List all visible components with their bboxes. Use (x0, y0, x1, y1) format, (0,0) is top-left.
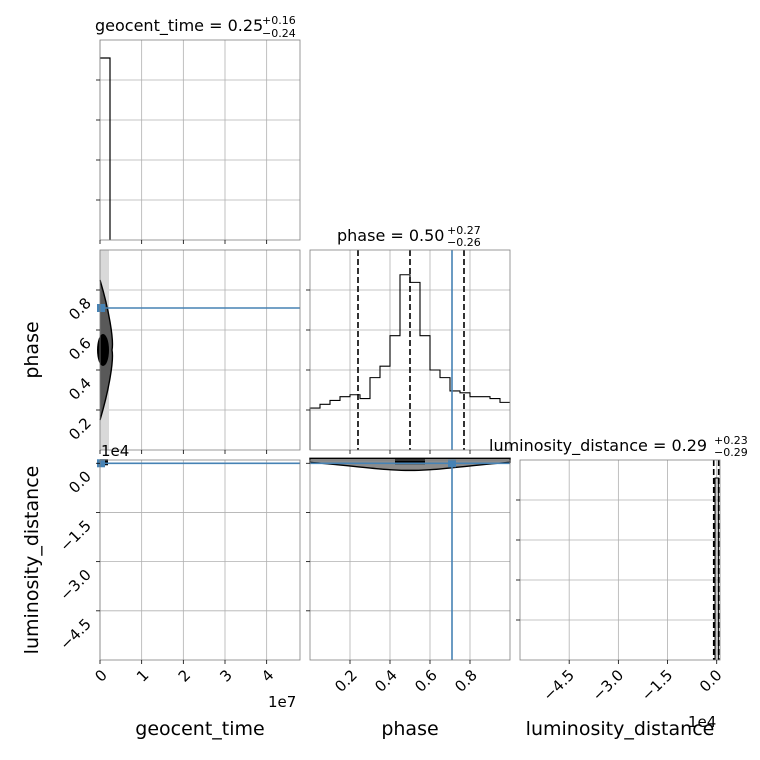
gl-xticklabel-1: 1 (133, 666, 152, 685)
gl-xticklabel-0: 0 (91, 666, 110, 685)
title-luminosity-distance-main: luminosity_distance = 0.29 (489, 436, 707, 456)
gl-frame (99, 459, 301, 661)
gp-truth-marker (97, 304, 105, 312)
gp-grid (99, 250, 300, 450)
gl-yticklabel-0: 0.0 (65, 467, 95, 497)
gl-yticklabel-3: −4.5 (56, 615, 94, 653)
ylabel-phase: phase (21, 321, 43, 378)
gp-density-core (97, 334, 109, 366)
title-luminosity-distance-sub: −0.29 (714, 446, 748, 459)
gl-xticklabel-2: 2 (175, 666, 194, 685)
geocent-offset-text: 1e7 (268, 693, 296, 711)
lum-hist-frame (519, 459, 721, 661)
gl-xticklabel-3: 3 (216, 666, 235, 685)
gl-xticklabel-4: 4 (258, 666, 277, 685)
geocent-hist-grid (99, 40, 300, 240)
gp-yticklabel-0: 0.2 (65, 414, 95, 444)
gp-yticklabel-3: 0.8 (65, 294, 95, 324)
lum-xticklabel-1: −3.0 (589, 666, 627, 704)
grid-layer (99, 40, 720, 660)
xlabel-geocent-time: geocent_time (135, 718, 264, 740)
data-layer (97, 57, 720, 660)
gl-grid (99, 460, 300, 660)
lum-hist-grid (520, 460, 720, 660)
title-phase-sub: −0.26 (447, 236, 481, 249)
title-luminosity-distance: luminosity_distance = 0.29 +0.23 −0.29 (489, 434, 748, 459)
title-phase-main: phase = 0.50 (337, 226, 444, 245)
phase-hist-step (309, 274, 510, 450)
title-phase-sup: +0.27 (447, 224, 481, 237)
pl-xticklabel-0: 0.2 (331, 666, 361, 696)
pl-grid (310, 460, 510, 660)
lum-xticklabel-0: −4.5 (540, 666, 578, 704)
title-geocent-time-sub: −0.24 (262, 27, 296, 40)
title-luminosity-distance-sup: +0.23 (714, 434, 748, 447)
geocent-hist-bar (100, 57, 111, 240)
ylabel-luminosity-distance: luminosity_distance (21, 466, 43, 655)
xlum-offset-text: 1e4 (688, 713, 716, 731)
lum-xticklabel-2: −1.5 (638, 666, 676, 704)
pl-density-core (395, 458, 425, 465)
pl-truth-marker (448, 459, 456, 468)
xlabel-phase: phase (381, 718, 438, 740)
gp-yticklabel-1: 0.4 (65, 374, 95, 404)
gp-frame (99, 249, 301, 451)
title-phase: phase = 0.50 +0.27 −0.26 (337, 224, 481, 249)
phase-hist-frame (309, 249, 511, 451)
lum-xticklabel-3: 0.0 (696, 666, 726, 696)
pl-xticklabel-3: 0.8 (451, 666, 481, 696)
pl-xticklabel-2: 0.6 (411, 666, 441, 696)
title-geocent-time-main: geocent_time = 0.25 (95, 16, 263, 36)
frame-layer (99, 39, 721, 661)
title-geocent-time: geocent_time = 0.25 +0.16 −0.24 (95, 14, 296, 40)
title-geocent-time-sup: +0.16 (262, 14, 296, 27)
gl-truth-marker (97, 459, 105, 468)
ylum-offset-text: 1e4 (101, 442, 129, 460)
gl-yticklabel-1: −1.5 (56, 517, 94, 555)
gl-yticklabel-2: −3.0 (56, 566, 94, 604)
geocent-hist-frame (99, 39, 301, 241)
xlabel-luminosity-distance: luminosity_distance (526, 718, 715, 740)
pl-frame (309, 459, 511, 661)
pl-xticklabel-1: 0.4 (371, 666, 401, 696)
gp-yticklabel-2: 0.6 (65, 334, 95, 364)
